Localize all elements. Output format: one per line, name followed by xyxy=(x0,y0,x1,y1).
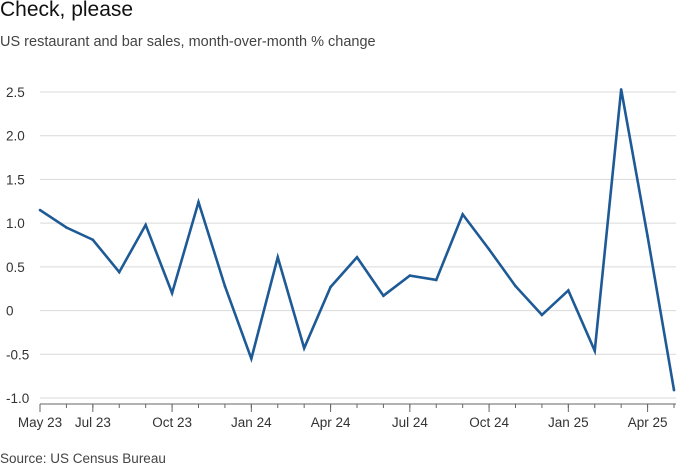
chart-title: Check, please xyxy=(0,0,134,21)
data-point xyxy=(646,234,649,238)
data-point xyxy=(170,291,174,295)
y-tick-label: 0.5 xyxy=(6,260,25,275)
x-tick-label: Apr 25 xyxy=(628,415,668,430)
x-tick-label: Jul 23 xyxy=(75,415,111,430)
line-chart: 2.5 2.0 1.5 1.0 0.5 0 -0.5 -1.0 May 23 Jul 23 Oct… xyxy=(6,85,676,430)
x-tick-label: Oct 24 xyxy=(469,415,509,430)
data-point xyxy=(382,294,385,298)
y-tick-label: 1.0 xyxy=(6,216,25,231)
data-point xyxy=(487,248,491,251)
chart-subtitle: US restaurant and bar sales, month-over-… xyxy=(0,34,376,50)
data-point xyxy=(250,357,253,360)
x-tick-label: May 23 xyxy=(18,415,62,430)
data-point xyxy=(461,213,464,216)
source-note: Source: US Census Bureau xyxy=(0,451,166,466)
data-point xyxy=(65,226,68,229)
x-tick-label: Oct 23 xyxy=(152,415,192,430)
series-layer xyxy=(38,88,676,392)
data-point xyxy=(593,349,597,353)
data-point xyxy=(223,284,227,288)
data-point xyxy=(514,284,517,288)
gridlines xyxy=(40,91,676,399)
data-point xyxy=(329,285,332,289)
data-point xyxy=(408,274,412,277)
y-tick-label: -0.5 xyxy=(6,347,29,362)
data-point xyxy=(355,255,359,259)
data-point xyxy=(672,388,676,392)
y-axis-ticks: 2.5 2.0 1.5 1.0 0.5 0 -0.5 -1.0 xyxy=(6,85,29,406)
data-point xyxy=(197,200,200,204)
data-point xyxy=(144,223,147,227)
y-tick-label: -1.0 xyxy=(6,391,29,406)
data-point xyxy=(619,88,623,91)
data-point xyxy=(540,313,544,317)
x-axis: May 23 Jul 23 Oct 23 Jan 24 Apr 24 Jul 24 Oct … xyxy=(18,403,676,430)
data-point xyxy=(91,238,95,242)
y-tick-label: 2.0 xyxy=(6,129,25,144)
data-point xyxy=(302,346,306,350)
y-tick-label: 0 xyxy=(6,304,14,319)
x-tick-label: Jan 25 xyxy=(548,415,589,430)
data-point xyxy=(276,255,280,259)
data-point xyxy=(117,270,121,274)
data-point xyxy=(38,208,42,212)
x-tick-label: Jul 24 xyxy=(392,415,429,430)
x-tick-label: Apr 24 xyxy=(311,415,351,430)
x-tick-label: Jan 24 xyxy=(231,415,272,430)
y-tick-label: 1.5 xyxy=(6,172,25,187)
data-point xyxy=(434,278,438,282)
series-line xyxy=(39,89,676,391)
y-tick-label: 2.5 xyxy=(6,85,25,100)
data-point xyxy=(567,289,570,292)
